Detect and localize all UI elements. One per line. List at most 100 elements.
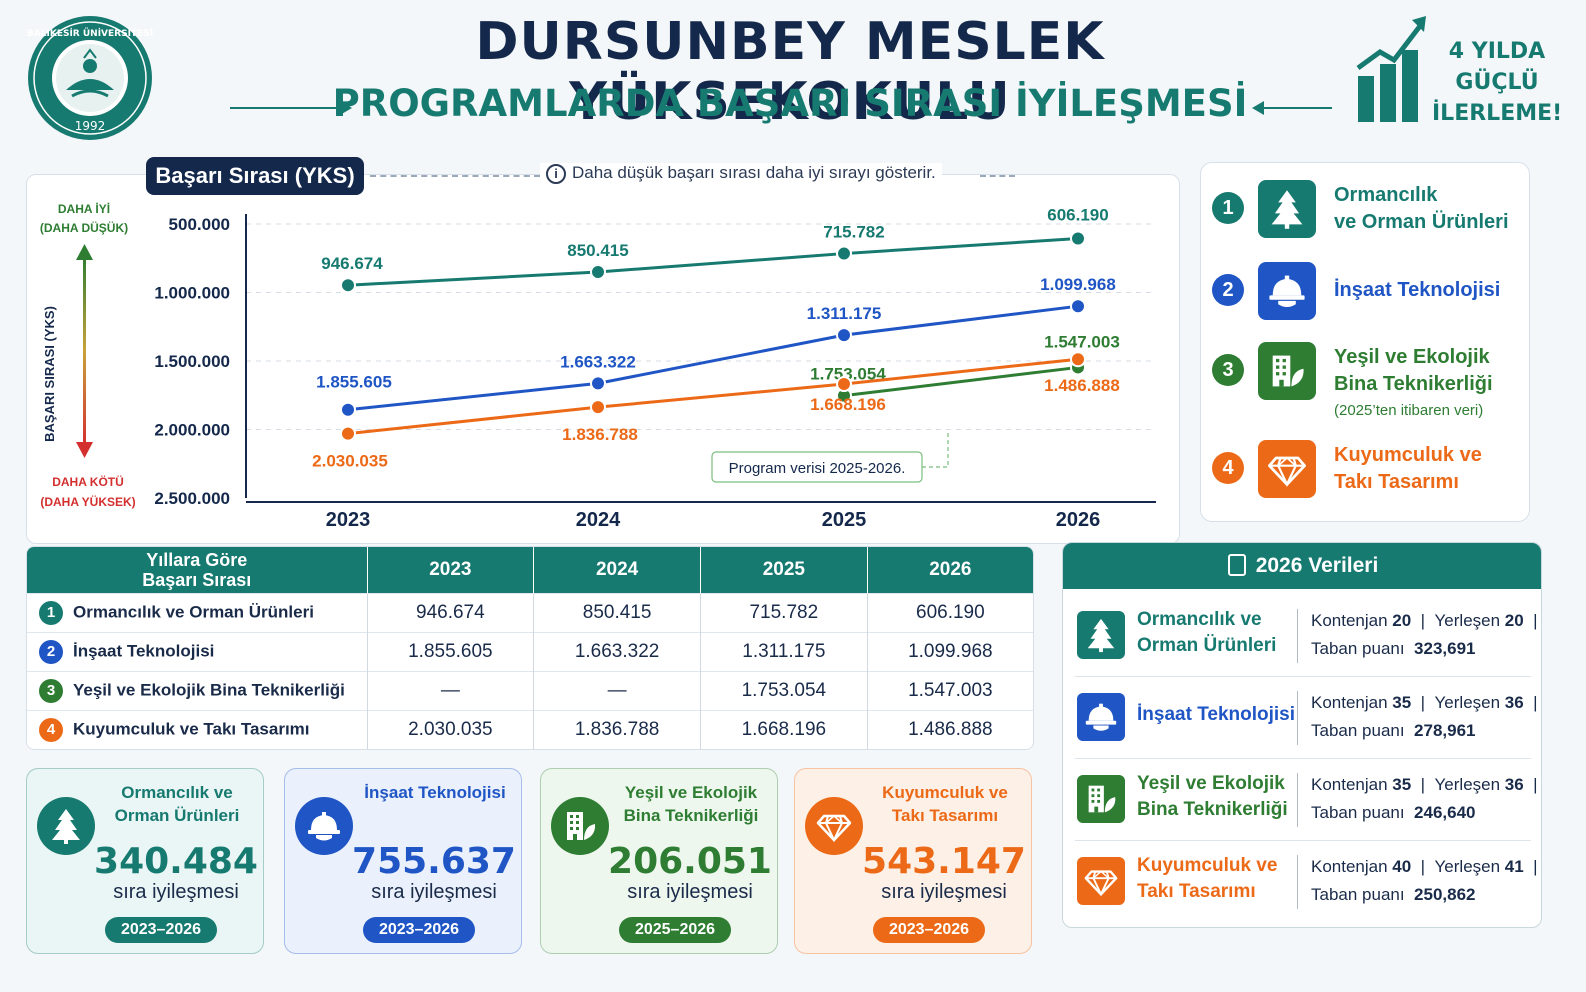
improvement-card: Ormancılık ve Orman Ürünleri 340.484 sıra i…: [26, 768, 264, 954]
data-2026-stats: Kontenjan 35 | Yerleşen 36 | Taban puanı …: [1311, 693, 1538, 740]
table-program-name: 1 Ormancılık ve Orman Ürünleri: [27, 592, 368, 632]
table-cell: 1.099.968: [867, 631, 1033, 671]
data-point[interactable]: [340, 425, 356, 442]
card-label: sıra iyileşmesi: [371, 881, 497, 903]
subtitle-line-right: [1262, 107, 1332, 109]
table-cell: 1.311.175: [700, 631, 868, 671]
data-label: 1.855.605: [316, 373, 392, 392]
logo-year: 1992: [75, 119, 106, 133]
card-title: İnşaat Teknolojisi: [364, 783, 506, 802]
data-label: 1.486.888: [1044, 376, 1120, 395]
data-2026-program: Ormancılık ve Orman Ürünleri: [1137, 609, 1277, 656]
tree-icon: [46, 806, 86, 846]
legend-label: Yeşil ve Ekolojik Bina Teknikerliği: [1334, 346, 1493, 395]
data-point[interactable]: [836, 376, 852, 393]
card-years-badge: 2023–2026: [105, 917, 217, 943]
data-label: 1.753.054: [810, 365, 886, 384]
data-point[interactable]: [590, 399, 606, 416]
data-2026-stats: Kontenjan 20 | Yerleşen 20 | Taban puanı …: [1311, 611, 1538, 658]
green-building-icon: [1082, 780, 1120, 818]
table-row: 3 Yeşil ve Ekolojik Bina Teknikerliği — —1.…: [27, 670, 1033, 710]
data-point[interactable]: [836, 245, 852, 262]
data-point[interactable]: [1070, 230, 1086, 247]
table-cell: 1.836.788: [533, 709, 701, 749]
table-program-name: 2 İnşaat Teknolojisi: [27, 631, 368, 671]
y-tick-label: 2.500.000: [154, 489, 230, 508]
clipboard-icon: [1227, 554, 1246, 576]
line-chart: 500.000 1.000.000 1.500.000 2.000.000 2.500.…: [40, 201, 1156, 531]
data-2026-row: Kuyumculuk ve Takı Tasarımı Kontenjan 40 |…: [1075, 841, 1538, 923]
page-subtitle: PROGRAMLARDA BAŞARI SIRASI İYİLEŞMESİ: [332, 82, 1248, 125]
data-point[interactable]: [1070, 298, 1086, 315]
legend-number: 2: [1212, 274, 1244, 306]
table-cell: 946.674: [367, 592, 535, 632]
y-direction-arrow: [83, 256, 86, 446]
data-point[interactable]: [590, 264, 606, 281]
table-cell: 2.030.035: [367, 709, 535, 749]
data-point[interactable]: [836, 327, 852, 344]
table-header-row: Yıllara Göre Başarı Sırası 2023 2024 2025…: [27, 547, 1033, 593]
logo-text: BALIKESİR ÜNİVERSİTESİ: [27, 28, 153, 39]
chart-title: Başarı Sırası (YKS): [146, 157, 364, 195]
diamond-icon: [1265, 447, 1309, 491]
data-2026-program: Yeşil ve Ekolojik Bina Teknikerliği: [1137, 773, 1288, 820]
series-line: [347, 304, 1079, 412]
card-label: sıra iyileşmesi: [627, 881, 753, 903]
y-better-sublabel: (DAHA DÜŞÜK): [40, 220, 128, 235]
y-tick-label: 1.000.000: [154, 284, 230, 303]
legend-label: Kuyumculuk ve Takı Tasarımı: [1334, 444, 1482, 493]
card-title: Yeşil ve Ekolojik Bina Teknikerliği: [623, 783, 759, 825]
chart-note: i Daha düşük başarı sırası daha iyi sıray…: [540, 163, 942, 184]
table-row: 1 Ormancılık ve Orman Ürünleri 946.674 850.…: [27, 592, 1033, 632]
svg-text:Program verisi 2025-2026.: Program verisi 2025-2026.: [729, 460, 906, 477]
data-label: 1.663.322: [560, 352, 636, 371]
card-title: Kuyumculuk ve Takı Tasarımı: [882, 783, 1008, 825]
growth-chart-icon: [1356, 16, 1426, 122]
y-axis-label: BAŞARI SIRASI (YKS): [42, 306, 57, 442]
card-label: sıra iyileşmesi: [881, 881, 1007, 903]
row-number: 1: [39, 600, 63, 625]
tree-icon: [1082, 616, 1120, 654]
table-cell: 1.663.322: [533, 631, 701, 671]
table-header-label: Yıllara Göre Başarı Sırası: [27, 547, 368, 593]
legend-number: 3: [1212, 354, 1244, 386]
table-cell: 715.782: [700, 592, 868, 632]
data-point[interactable]: [590, 375, 606, 392]
y-better-label: DAHA İYİ: [58, 201, 110, 216]
row-number: 3: [39, 678, 63, 703]
tree-icon: [1265, 187, 1309, 231]
subtitle-arrow-right: [1252, 101, 1264, 115]
data-label: 715.782: [823, 223, 884, 242]
note-dash-left: [370, 175, 540, 177]
y-worse-sublabel: (DAHA YÜKSEK): [40, 494, 135, 509]
university-logo: BALIKESİR ÜNİVERSİTESİ 1992: [27, 16, 153, 140]
legend-label: İnşaat Teknolojisi: [1334, 279, 1501, 301]
chart-panel: [26, 174, 1180, 544]
x-tick-label: 2025: [822, 509, 867, 531]
legend-number: 1: [1212, 192, 1244, 224]
improvement-card: Kuyumculuk ve Takı Tasarımı 543.147 sıra iy…: [794, 768, 1032, 954]
data-label: 946.674: [321, 254, 383, 273]
subtitle-arrow-left: [340, 101, 352, 115]
data-2026-stats: Kontenjan 35 | Yerleşen 36 | Taban puanı …: [1311, 775, 1538, 822]
data-label: 1.099.968: [1040, 275, 1116, 294]
table-cell: 1.855.605: [367, 631, 535, 671]
x-tick-label: 2026: [1056, 509, 1101, 531]
growth-slogan: 4 YILDA GÜÇLÜ İLERLEME!: [1432, 39, 1563, 126]
table-cell: 1.668.196: [700, 709, 868, 749]
data-label: 850.415: [567, 241, 628, 260]
y-tick-label: 500.000: [169, 215, 230, 234]
data-point[interactable]: [340, 277, 356, 294]
hardhat-icon: [304, 806, 344, 846]
data-point[interactable]: [1070, 351, 1086, 368]
table-row: 4 Kuyumculuk ve Takı Tasarımı 2.030.035 1.8…: [27, 709, 1033, 749]
table-cell: —: [533, 670, 701, 710]
hardhat-icon: [1082, 698, 1120, 736]
y-worse-label: DAHA KÖTÜ: [52, 474, 124, 489]
row-number: 2: [39, 639, 63, 664]
legend-number: 4: [1212, 452, 1244, 484]
card-value: 755.637: [352, 841, 516, 882]
data-label: 1.311.175: [807, 304, 882, 323]
divider: [1297, 773, 1298, 827]
data-point[interactable]: [340, 401, 356, 418]
